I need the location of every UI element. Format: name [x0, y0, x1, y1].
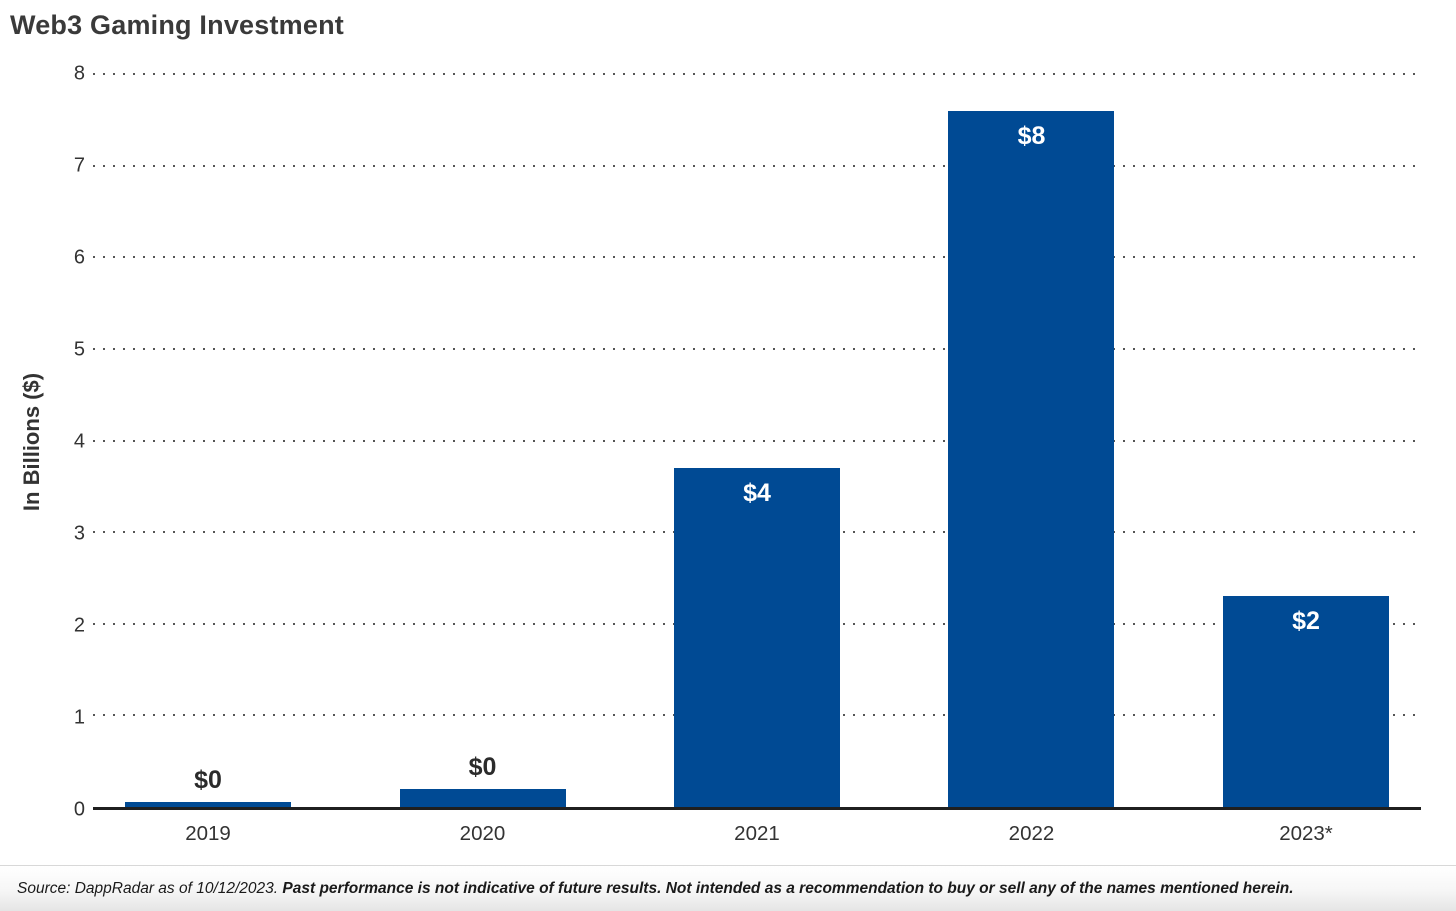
y-tick-label: 8 — [73, 62, 85, 85]
bar-value-label: $0 — [194, 766, 222, 795]
bar-2022: $8 — [948, 110, 1115, 807]
y-tick-label: 0 — [73, 798, 85, 821]
gridline — [93, 439, 1421, 442]
y-tick-labels: 0 1 2 3 4 5 6 7 8 — [0, 63, 85, 821]
y-tick-label: 4 — [73, 430, 85, 453]
bar-value-label: $0 — [468, 752, 497, 781]
gridline — [93, 256, 1421, 259]
x-tick-label: 2019 — [185, 822, 231, 845]
x-tick-labels: 2019 2020 2021 2022 2023* — [93, 820, 1421, 854]
y-tick-label: 2 — [73, 614, 85, 637]
x-tick-label: 2022 — [1008, 822, 1055, 845]
source-text: Source: DappRadar as of 10/12/2023. — [17, 879, 283, 897]
bar-value-label: $2 — [1292, 607, 1320, 636]
gridline — [93, 73, 1421, 75]
x-tick-label: 2023* — [1279, 822, 1333, 845]
bar-2021: $4 — [674, 468, 840, 807]
x-tick-label: 2020 — [459, 822, 506, 845]
bar-2020 — [399, 788, 566, 807]
bar-2023: $2 — [1222, 596, 1389, 807]
y-tick-label: 6 — [73, 246, 85, 269]
gridline — [93, 164, 1421, 167]
x-tick-label: 2021 — [734, 822, 780, 845]
bar-value-label: $4 — [743, 479, 771, 507]
y-tick-label: 1 — [73, 706, 85, 729]
y-tick-label: 7 — [73, 154, 85, 177]
y-tick-label: 3 — [73, 522, 85, 545]
page-title: Web3 Gaming Investment — [10, 10, 344, 40]
bar-value-label: $8 — [1017, 121, 1046, 150]
disclaimer-text: Past performance is not indicative of fu… — [282, 879, 1294, 897]
gridline — [93, 347, 1421, 350]
footer: Source: DappRadar as of 10/12/2023. Past… — [0, 865, 1456, 911]
bar-2019 — [125, 802, 291, 807]
y-tick-label: 5 — [73, 338, 85, 361]
plot-area: $0 $0 $4 $8 $2 — [93, 73, 1421, 810]
